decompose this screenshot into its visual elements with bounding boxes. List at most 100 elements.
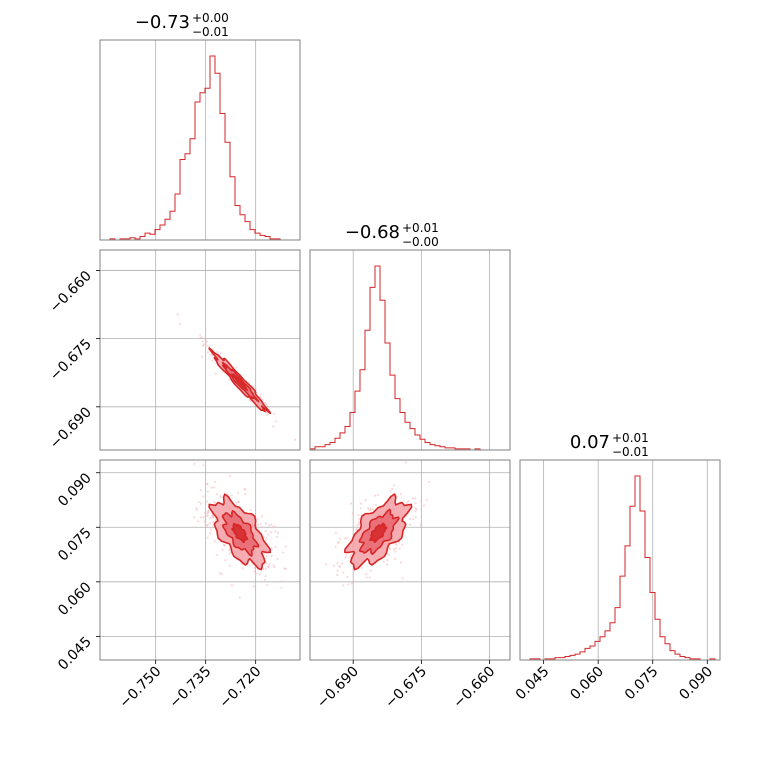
sample-point [202, 495, 205, 498]
x-tick-label: −0.735 [167, 664, 215, 712]
x-tick-label: 0.045 [513, 664, 553, 704]
sample-point [265, 554, 268, 558]
panel-frame [99, 459, 301, 661]
sample-point [412, 518, 415, 521]
sample-point [382, 560, 385, 563]
sample-point [270, 547, 273, 550]
sample-point [249, 509, 252, 512]
sample-point [283, 567, 286, 570]
sample-point [273, 412, 276, 415]
y-tick-label: 0.090 [55, 470, 95, 510]
sample-point [193, 462, 196, 465]
sample-point [268, 563, 271, 566]
title-upper-error: +0.01 [612, 431, 649, 445]
sample-point [399, 493, 402, 496]
sample-point [201, 344, 204, 347]
sample-point [247, 381, 251, 384]
sample-point [407, 500, 410, 503]
sample-point [260, 515, 264, 518]
sample-point [211, 359, 214, 362]
sample-point [377, 493, 380, 496]
sample-point [200, 336, 203, 339]
sample-point [210, 486, 213, 489]
sample-point [350, 502, 353, 505]
sample-point [199, 334, 202, 337]
sample-point [343, 537, 346, 540]
sample-point [213, 486, 216, 489]
sample-point [203, 520, 206, 523]
y-tick-label: 0.045 [55, 634, 95, 674]
sample-point [212, 516, 215, 519]
title-upper-error: +0.01 [402, 221, 439, 235]
sample-point [244, 493, 247, 496]
sample-point [274, 530, 277, 533]
sample-point [345, 537, 349, 540]
sample-point [355, 528, 358, 531]
sample-point [202, 464, 205, 467]
sample-point [228, 564, 232, 567]
sample-point [334, 531, 338, 535]
sample-point [263, 578, 266, 581]
sample-point [394, 547, 398, 550]
sample-point [369, 569, 372, 572]
sample-point [264, 575, 267, 578]
sample-point [216, 351, 219, 354]
sample-point [219, 352, 222, 355]
sample-point [274, 545, 277, 548]
sample-point [414, 497, 417, 500]
sample-point [228, 378, 231, 381]
gridlines [352, 250, 490, 450]
sample-point [205, 344, 208, 347]
sample-point [203, 511, 207, 515]
density-contours [208, 493, 272, 571]
panel-title: −0.68 [345, 222, 400, 243]
sample-point [218, 572, 221, 575]
sample-point [209, 528, 212, 531]
gridlines [543, 460, 708, 660]
sample-point [252, 385, 255, 388]
sample-point [385, 563, 388, 566]
sample-point [256, 523, 260, 527]
histogram-step-line [309, 265, 510, 451]
sample-point [198, 501, 201, 504]
sample-point [358, 517, 361, 520]
sample-point [342, 571, 345, 574]
sample-point [391, 487, 394, 490]
sample-point [369, 508, 372, 511]
density-contours [344, 493, 413, 571]
sample-point [214, 480, 217, 483]
sample-point [206, 512, 209, 515]
sample-point [350, 582, 353, 585]
sample-point [265, 537, 268, 540]
panel-frame [99, 39, 301, 241]
sample-point [414, 510, 417, 513]
title-lower-error: −0.00 [402, 235, 439, 249]
title-lower-error: −0.01 [612, 445, 649, 459]
y-tick-label: −0.675 [47, 336, 95, 384]
sample-point [208, 532, 212, 535]
gridlines [100, 460, 300, 660]
sample-point [392, 484, 395, 487]
sample-point [365, 573, 368, 576]
sample-point [411, 497, 414, 500]
x-tick-label: −0.690 [314, 664, 362, 712]
sample-point [284, 545, 287, 548]
sample-point [264, 522, 267, 525]
sample-point [259, 393, 262, 396]
sample-point [208, 345, 211, 348]
x-tick-label: −0.675 [382, 664, 430, 712]
sample-point [253, 566, 256, 570]
sample-point [206, 483, 209, 486]
sample-point [414, 516, 417, 519]
sample-point [267, 533, 270, 536]
panel-frame [309, 459, 511, 661]
sample-point [414, 502, 417, 505]
sample-point [269, 530, 273, 534]
sample-point [281, 580, 284, 583]
sample-point [215, 553, 218, 557]
sample-point [339, 565, 342, 568]
sample-point [333, 564, 336, 567]
sample-point [408, 523, 412, 526]
sample-point [270, 523, 273, 526]
sample-point [351, 512, 354, 515]
